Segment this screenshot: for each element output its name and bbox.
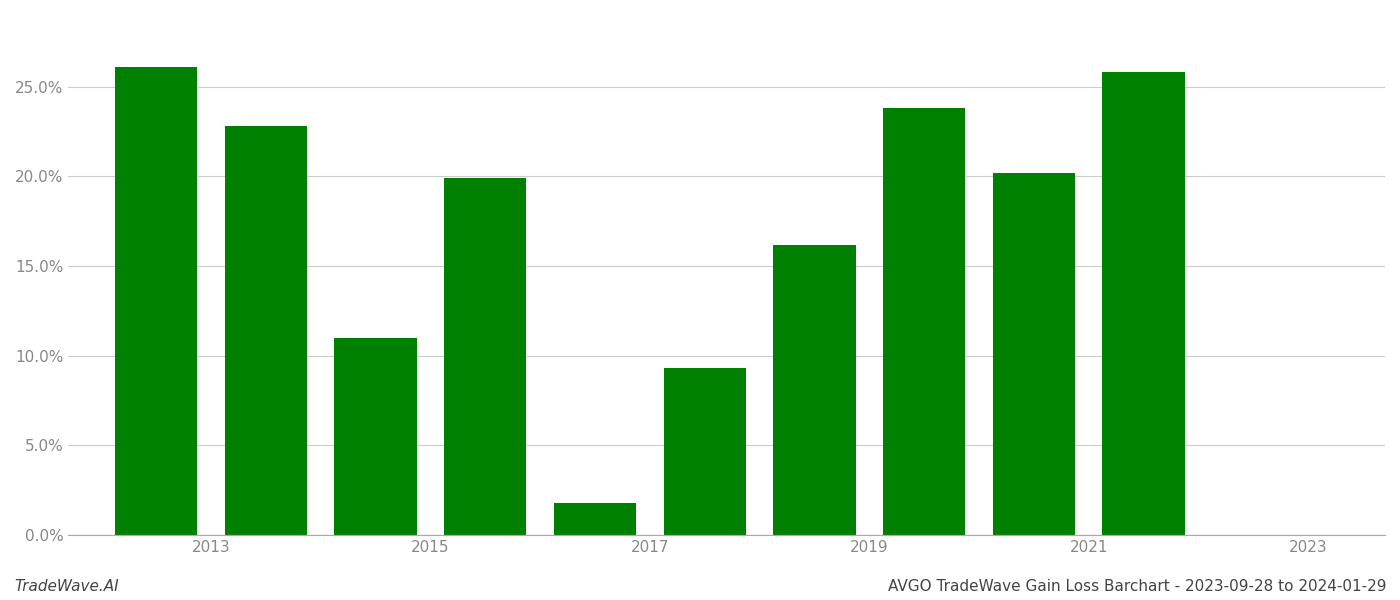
Bar: [554, 503, 636, 535]
Bar: [224, 126, 307, 535]
Bar: [664, 368, 746, 535]
Bar: [1102, 73, 1184, 535]
Text: TradeWave.AI: TradeWave.AI: [14, 579, 119, 594]
Bar: [773, 245, 855, 535]
Bar: [115, 67, 197, 535]
Bar: [883, 108, 965, 535]
Text: AVGO TradeWave Gain Loss Barchart - 2023-09-28 to 2024-01-29: AVGO TradeWave Gain Loss Barchart - 2023…: [888, 579, 1386, 594]
Bar: [993, 173, 1075, 535]
Bar: [335, 338, 417, 535]
Bar: [444, 178, 526, 535]
